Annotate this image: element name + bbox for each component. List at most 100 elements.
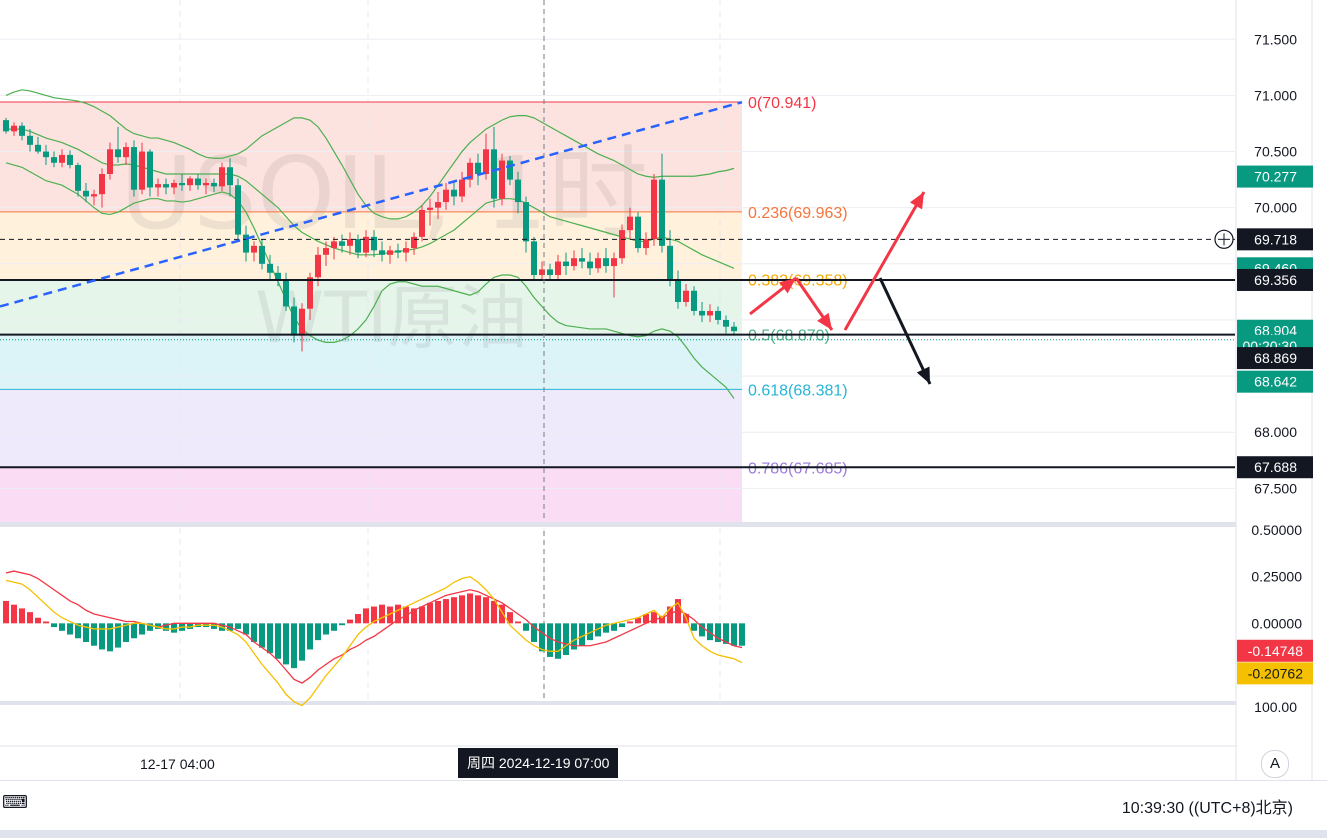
candle-body [659, 179, 665, 246]
macd-bar [379, 604, 385, 624]
macd-bar [243, 623, 249, 635]
macd-bar [131, 623, 137, 639]
price-tick: 70.500 [1254, 144, 1297, 160]
axes: 71.500 71.000 70.500 70.000 68.000 67.500 70.2… [0, 0, 1313, 780]
candle-body [347, 239, 353, 246]
candle-body [467, 162, 473, 180]
candle-body [107, 149, 113, 174]
macd-bar [291, 623, 297, 669]
candle-body [243, 234, 249, 253]
candle-body [619, 230, 625, 259]
trendline[interactable] [0, 100, 743, 308]
candle-body [611, 258, 617, 267]
macd-bar [299, 623, 305, 661]
macd-bar [467, 593, 473, 624]
candle-body [499, 160, 505, 199]
candle-body [707, 310, 713, 316]
macd-bar [507, 612, 513, 624]
fib-zone [0, 334, 742, 390]
candle-body [515, 179, 521, 203]
candle-body [715, 310, 721, 320]
candle-body [587, 261, 593, 269]
macd-badge-text: -0.14748 [1248, 643, 1303, 659]
arrow-up-1 [749, 276, 797, 316]
macd-bar [275, 623, 281, 659]
price-badge [1237, 370, 1313, 393]
bb-upper [5, 89, 735, 220]
candle-body [571, 258, 577, 267]
candle-body [723, 319, 729, 327]
macd-bar [635, 617, 641, 624]
candle-body [379, 250, 385, 255]
candle-body [491, 149, 497, 199]
candle-body [531, 241, 537, 276]
arrow-down-2 [878, 277, 932, 385]
price-badge-text: 69.718 [1254, 231, 1297, 247]
macd-bar [147, 623, 153, 631]
macd-bar [483, 597, 489, 624]
candle-body [451, 189, 457, 197]
fib-label: 0(70.941) [748, 95, 817, 112]
macd-badge [1237, 662, 1313, 685]
macd-bar [155, 623, 161, 629]
price-tick: 71.500 [1254, 31, 1297, 47]
macd-bar [707, 623, 713, 641]
macd-bar [675, 599, 681, 624]
candle-body [403, 248, 409, 253]
macd-bar [595, 623, 601, 637]
candle-body [691, 290, 697, 311]
candle-body [643, 239, 649, 249]
candle-body [331, 241, 337, 249]
macd-bar [251, 623, 257, 642]
macd-bar [731, 623, 737, 646]
macd-bar [419, 606, 425, 624]
candle-body [27, 135, 33, 145]
macd-bar [427, 602, 433, 624]
macd-bar [555, 623, 561, 659]
macd-bar [371, 606, 377, 624]
macd-bar [331, 623, 337, 631]
macd-signal-line [5, 570, 743, 684]
candle-body [419, 209, 425, 237]
drawn-arrows[interactable] [749, 191, 932, 385]
macd-badge-text: -0.20762 [1248, 665, 1303, 681]
macd-bar [363, 608, 369, 624]
macd-bar [515, 621, 521, 624]
macd-bar [723, 623, 729, 644]
candle-body [67, 154, 73, 166]
candle-body [59, 154, 65, 163]
macd-tick: 0.50000 [1251, 522, 1302, 538]
candle-body [411, 236, 417, 249]
candle-body [339, 241, 345, 246]
arrow-down-1 [794, 277, 834, 331]
candle-body [211, 182, 217, 187]
macd-bar [579, 623, 585, 646]
candle-body [323, 248, 329, 255]
watermark-symbol: USOIL, 1时 [120, 135, 648, 252]
fibonacci-zones [0, 102, 742, 522]
horizontal-lines[interactable] [0, 238, 1235, 469]
price-tick: 68.000 [1254, 424, 1297, 440]
macd-pane [3, 570, 745, 707]
macd-bar [571, 623, 577, 650]
candle-body [147, 151, 153, 188]
macd-bar [491, 600, 497, 624]
candle-body [363, 236, 369, 253]
price-badge-text: 68.869 [1254, 350, 1297, 366]
macd-bar [691, 623, 697, 631]
candle-body [523, 202, 529, 242]
candle-body [19, 125, 25, 136]
candle-body [83, 190, 89, 197]
macd-bar [355, 614, 361, 624]
candle-body [99, 174, 105, 195]
candle-body [291, 306, 297, 336]
macd-bar [587, 623, 593, 641]
grid [0, 0, 1235, 700]
price-badge [1237, 228, 1313, 251]
candle-body [731, 326, 737, 332]
auto-scale-button[interactable]: A [1261, 750, 1289, 778]
clock-timezone[interactable]: 10:39:30 ((UTC+8)北京) [1121, 800, 1293, 817]
candle-body [115, 149, 121, 158]
calendar-icon[interactable]: ⌨ [2, 792, 28, 813]
